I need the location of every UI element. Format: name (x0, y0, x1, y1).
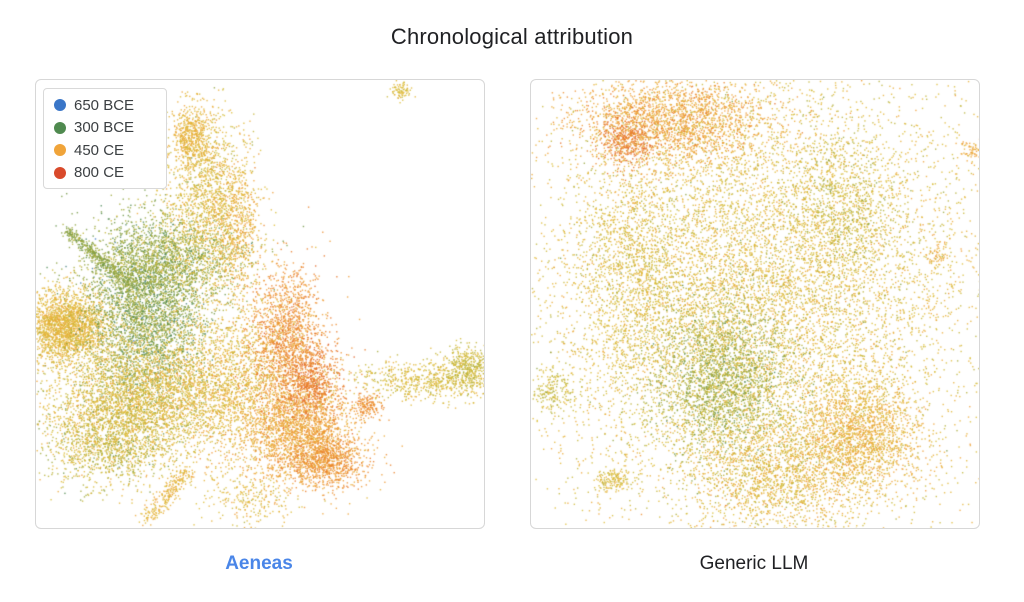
legend-dot-650-bce (54, 99, 66, 112)
legend-label-300-bce: 300 BCE (74, 119, 135, 137)
legend-label-650-bce: 650 BCE (74, 96, 135, 114)
generic-llm-caption: Generic LLM (699, 553, 809, 574)
legend-dot-800-ce (54, 166, 66, 179)
generic-llm-scatter-plot (531, 80, 979, 528)
legend-dot-450-ce (54, 144, 66, 157)
generic-llm-scatter-panel (530, 79, 980, 529)
aeneas-scatter-panel: 650 BCE 300 BCE 450 CE 800 CE (35, 79, 485, 529)
legend-item-450-ce: 450 CE (44, 139, 166, 162)
legend-label-800-ce: 800 CE (74, 164, 125, 182)
aeneas-caption: Aeneas (225, 553, 293, 574)
legend-dot-300-bce (54, 121, 66, 134)
legend-label-450-ce: 450 CE (74, 141, 125, 159)
legend-item-300-bce: 300 BCE (44, 117, 166, 140)
chronology-legend: 650 BCE 300 BCE 450 CE 800 CE (43, 88, 167, 189)
legend-item-800-ce: 800 CE (44, 162, 166, 185)
legend-item-650-bce: 650 BCE (44, 94, 166, 117)
chart-title: Chronological attribution (390, 24, 634, 49)
